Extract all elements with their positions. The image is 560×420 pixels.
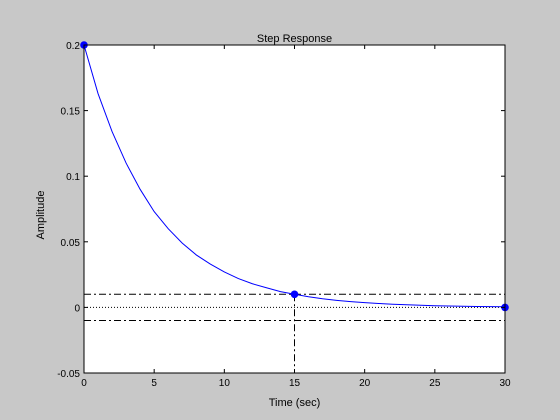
y-tick-label: 0.05 [61,238,81,249]
y-tick-label: 0.1 [66,172,80,183]
chart-title: Step Response [257,33,332,45]
x-tick-label: 25 [429,378,441,389]
y-tick-label: -0.05 [57,369,80,380]
x-tick-label: 30 [499,378,511,389]
x-tick-label: 10 [219,378,231,389]
plot-area [84,45,505,373]
y-tick-label: 0 [74,303,80,314]
x-axis-ticks: 0 5 10 15 20 25 30 [81,45,511,389]
x-tick-label: 15 [289,378,301,389]
y-axis-label: Amplitude [35,191,47,240]
y-tick-label: 0.15 [61,107,81,118]
x-tick-label: 5 [151,378,157,389]
y-axis-ticks: -0.05 0 0.05 0.1 0.15 0.2 [57,41,505,380]
x-tick-label: 20 [359,378,371,389]
x-axis-label: Time (sec) [269,397,321,409]
point-markers [80,41,509,312]
x-tick-label: 0 [81,378,87,389]
y-tick-label: 0.2 [66,41,80,52]
data-point-marker [290,290,299,299]
